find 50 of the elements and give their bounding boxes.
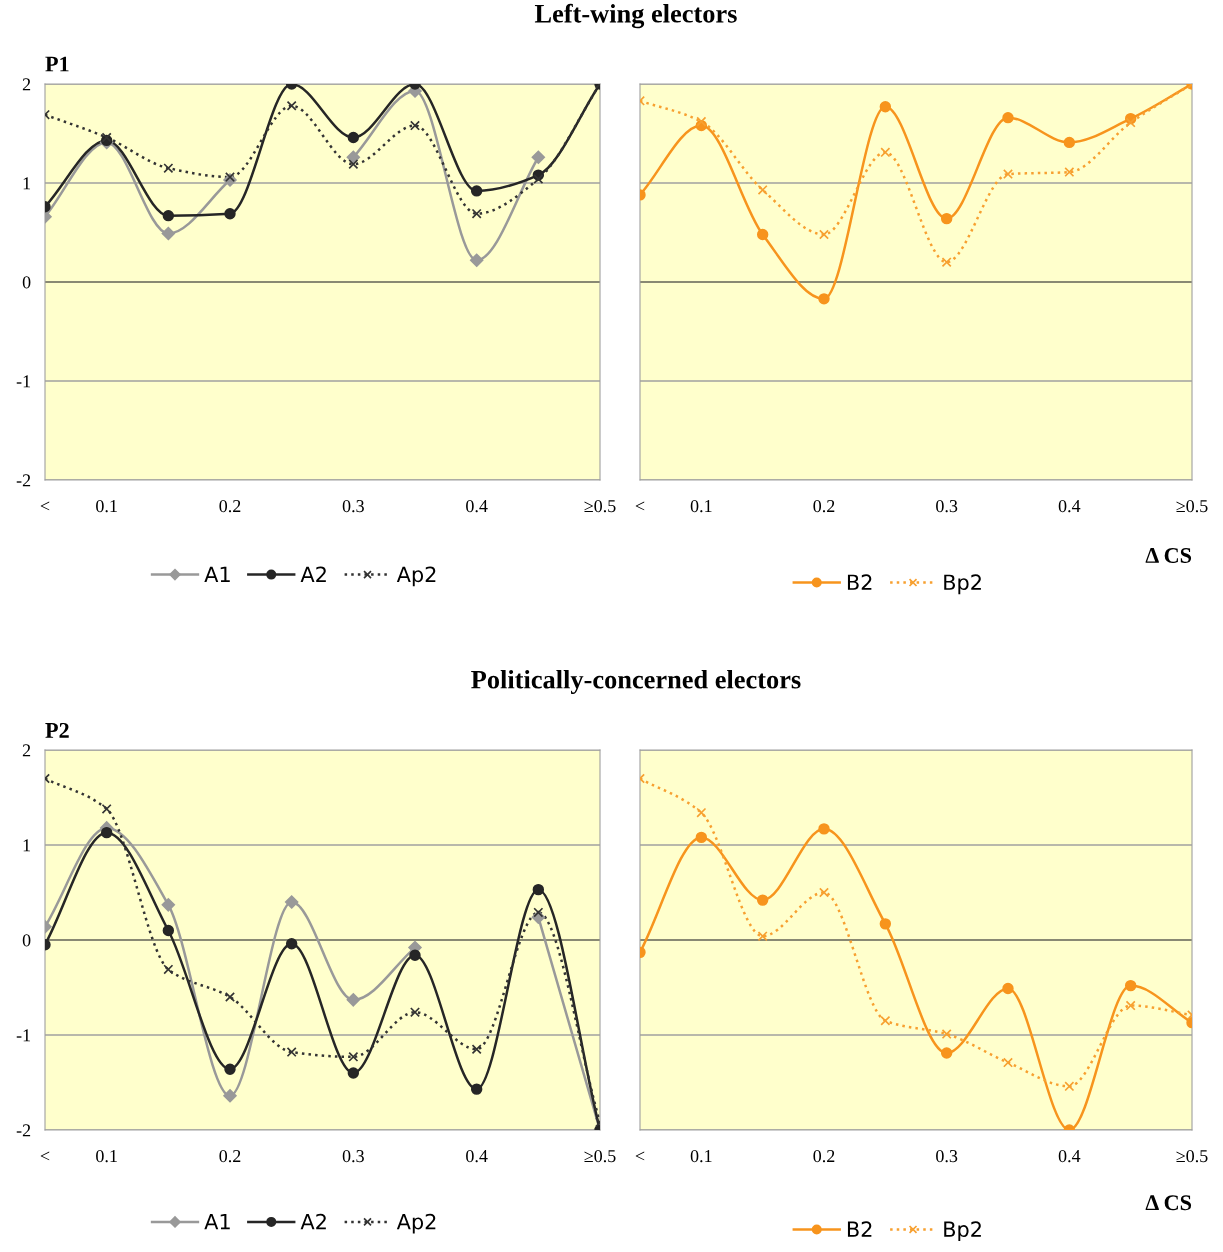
y-tick-label: 1 bbox=[23, 177, 31, 190]
x-tick-label: 0.2 bbox=[219, 1149, 241, 1163]
x-tick-label: < bbox=[635, 1151, 645, 1161]
legend-label: B2 bbox=[847, 574, 872, 590]
x-tick-label: ≥0.5 bbox=[1176, 1149, 1208, 1163]
x-tick-label: 0.1 bbox=[690, 1149, 712, 1163]
x-tick-label: 0.4 bbox=[466, 1149, 488, 1163]
legend-label: Bp2 bbox=[944, 1221, 981, 1242]
x-tick-label: 0.3 bbox=[936, 499, 958, 513]
x-tick-label: 0.4 bbox=[1058, 1149, 1081, 1163]
legend-label: Bp2 bbox=[944, 574, 981, 595]
y-tick-label: -2 bbox=[16, 474, 31, 487]
x-tick-label: 0.1 bbox=[96, 499, 117, 513]
y-tick-label: -2 bbox=[16, 1124, 31, 1137]
legend-label: A1 bbox=[204, 1213, 230, 1230]
y-tick-label: 0 bbox=[22, 276, 31, 289]
x-tick-label: 0.3 bbox=[342, 499, 364, 513]
x-tick-label: 0.2 bbox=[813, 499, 835, 513]
x-tick-label: 0.2 bbox=[813, 1149, 835, 1163]
x-axis-title: Δ CS bbox=[1145, 548, 1192, 563]
x-tick-label: ≥0.5 bbox=[1176, 499, 1208, 513]
y-tick-label: 2 bbox=[22, 78, 31, 91]
y-axis-title: P1 bbox=[45, 56, 69, 72]
y-tick-label: -1 bbox=[16, 1029, 31, 1042]
x-tick-label: 0.4 bbox=[1058, 499, 1081, 513]
x-tick-label: < bbox=[635, 501, 645, 511]
y-tick-label: 1 bbox=[23, 839, 31, 852]
x-tick-label: 0.1 bbox=[690, 499, 712, 513]
y-tick-label: -1 bbox=[16, 375, 31, 388]
x-tick-label: 0.3 bbox=[342, 1149, 364, 1163]
x-tick-label: < bbox=[40, 1151, 50, 1161]
x-tick-label: < bbox=[40, 501, 50, 511]
x-axis-title: Δ CS bbox=[1145, 1195, 1192, 1211]
x-tick-label: 0.4 bbox=[466, 499, 488, 513]
chart-title: Left-wing electors bbox=[534, 3, 737, 29]
x-tick-label: ≥0.5 bbox=[584, 499, 616, 513]
legend-label: A2 bbox=[300, 566, 326, 582]
legend-label: Ap2 bbox=[396, 1213, 436, 1234]
legend-label: B2 bbox=[847, 1221, 872, 1237]
x-tick-label: 0.2 bbox=[219, 499, 241, 513]
legend-label: A1 bbox=[204, 566, 230, 582]
chart-title: Politically-concerned electors bbox=[471, 670, 801, 694]
y-axis-title: P2 bbox=[45, 722, 69, 738]
legend-label: A2 bbox=[300, 1213, 326, 1230]
y-tick-label: 2 bbox=[22, 744, 31, 757]
x-tick-label: 0.1 bbox=[96, 1149, 117, 1163]
legend-label: Ap2 bbox=[396, 566, 436, 587]
x-tick-label: 0.3 bbox=[936, 1149, 958, 1163]
x-tick-label: ≥0.5 bbox=[584, 1149, 616, 1163]
y-tick-label: 0 bbox=[22, 934, 31, 947]
